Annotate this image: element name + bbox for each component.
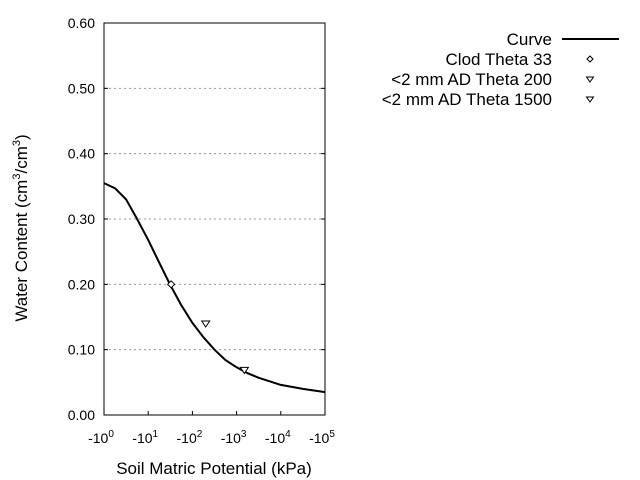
y-tick-label: 0.00	[68, 407, 95, 423]
y-tick-label: 0.30	[68, 211, 95, 227]
y-tick-label: 0.40	[68, 146, 95, 162]
x-tick-label: -103	[221, 429, 247, 446]
legend-marker-triangle-down	[585, 76, 595, 83]
y-tick-label: 0.50	[68, 80, 95, 96]
x-axis-label: Soil Matric Potential (kPa)	[116, 459, 312, 478]
x-tick-label: -102	[177, 429, 203, 446]
data-point-diamond	[166, 280, 176, 289]
data-point-triangle-down	[239, 366, 250, 375]
x-tick-label: -105	[309, 429, 335, 446]
y-tick-label: 0.10	[68, 342, 95, 358]
data-point-triangle-down	[200, 320, 211, 328]
legend-label: <2 mm AD Theta 1500	[382, 90, 552, 109]
x-tick-label: -104	[265, 429, 291, 446]
legend-marker-diamond	[586, 55, 594, 63]
x-tick-label: -101	[132, 429, 158, 446]
series-curve-line	[103, 182, 326, 394]
legend-label: Curve	[507, 30, 552, 49]
y-tick-label: 0.20	[68, 276, 95, 292]
legend-marker-triangle-down	[585, 96, 595, 103]
y-tick-label: 0.60	[68, 15, 95, 31]
legend-label: Clod Theta 33	[446, 50, 552, 69]
y-axis-label: Water Content (cm3/cm3)	[11, 134, 31, 321]
x-tick-label: -100	[88, 429, 114, 446]
legend-label: <2 mm AD Theta 200	[391, 70, 552, 89]
